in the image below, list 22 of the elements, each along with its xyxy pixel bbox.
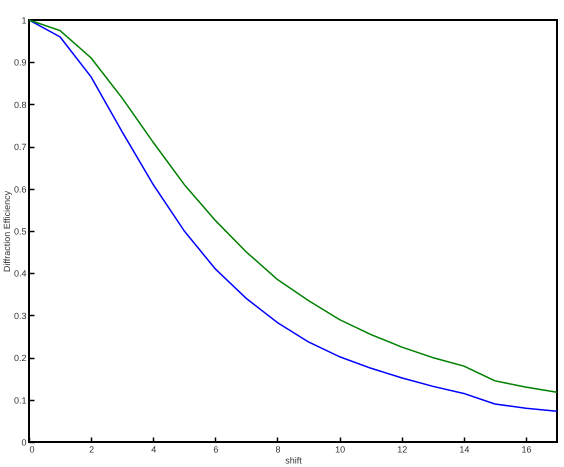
x-tick-label: 4 bbox=[151, 444, 156, 454]
y-tick-label: 0.8 bbox=[14, 100, 26, 110]
y-tick-label: 0 bbox=[21, 438, 26, 448]
y-tick-label: 0.1 bbox=[14, 395, 26, 406]
y-tick-label: 0.5 bbox=[14, 226, 26, 236]
x-axis-title: shift bbox=[285, 456, 302, 466]
x-tick-label: 8 bbox=[275, 444, 280, 454]
y-tick-label: 0.7 bbox=[14, 142, 26, 152]
y-tick-label: 0.6 bbox=[14, 184, 26, 194]
y-axis-title: Diffraction Efficiency bbox=[2, 190, 12, 272]
y-tick-label: 1 bbox=[21, 16, 26, 26]
y-tick-label: 0.4 bbox=[14, 268, 26, 279]
y-tick-label: 0.3 bbox=[14, 310, 26, 321]
x-tick-label: 14 bbox=[459, 444, 470, 454]
x-tick-label: 2 bbox=[89, 444, 94, 454]
x-tick-label: 6 bbox=[213, 444, 218, 454]
x-tick-label: 0 bbox=[30, 444, 35, 454]
x-tick-label: 10 bbox=[335, 444, 346, 454]
x-tick-label: 16 bbox=[521, 444, 532, 454]
y-tick-label: 0.9 bbox=[14, 58, 26, 68]
y-tick-label: 0.2 bbox=[14, 353, 26, 364]
x-tick-label: 12 bbox=[397, 444, 408, 454]
